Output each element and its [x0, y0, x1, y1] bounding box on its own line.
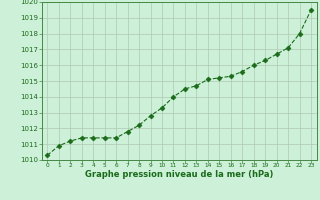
X-axis label: Graphe pression niveau de la mer (hPa): Graphe pression niveau de la mer (hPa) — [85, 170, 273, 179]
